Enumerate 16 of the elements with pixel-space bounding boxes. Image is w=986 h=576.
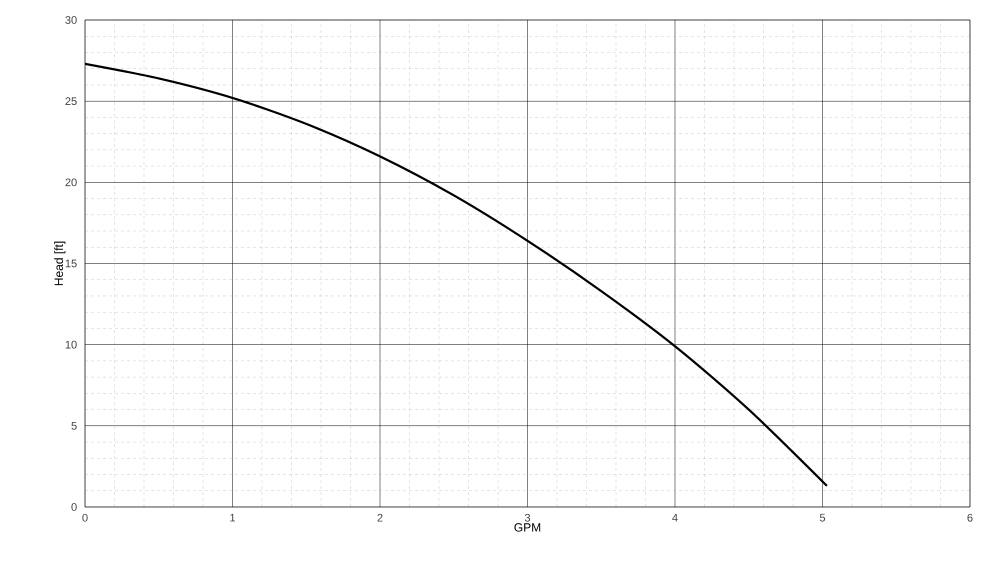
y-axis-title: Head [ft] (54, 242, 66, 286)
y-tick-label: 5 (71, 422, 77, 430)
x-tick-label: 6 (967, 514, 973, 522)
y-tick-label: 20 (65, 178, 77, 186)
y-tick-label: 0 (71, 503, 77, 511)
y-tick-label: 30 (65, 16, 77, 24)
y-tick-label: 10 (66, 340, 77, 349)
x-tick-label: 4 (672, 514, 678, 522)
x-tick-label: 5 (820, 514, 826, 522)
x-tick-label: 1 (230, 514, 236, 522)
y-tick-label: 25 (65, 97, 77, 106)
y-tick-label: 15 (66, 260, 77, 268)
x-tick-label: 3 (524, 514, 530, 522)
x-tick-label: 0 (82, 514, 88, 522)
x-axis-title: GPM (514, 523, 540, 532)
x-tick-label: 2 (377, 514, 383, 522)
